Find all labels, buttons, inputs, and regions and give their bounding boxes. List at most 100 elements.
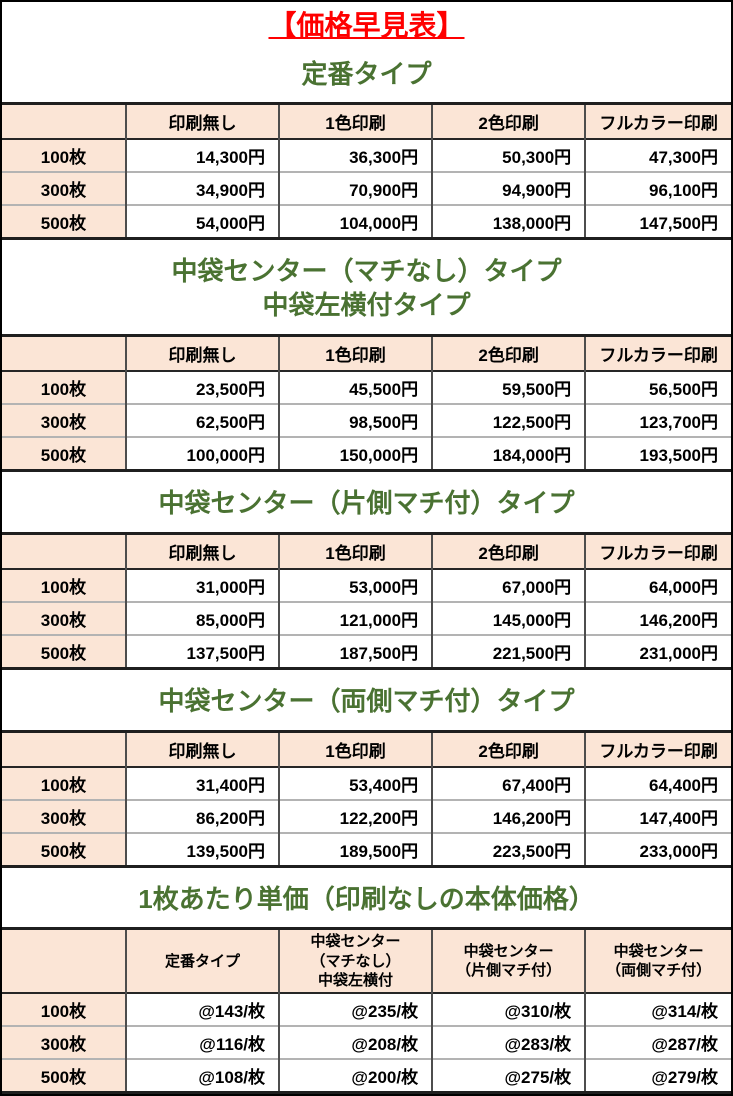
price-cell: 53,400円 bbox=[277, 766, 433, 800]
column-header: 1色印刷 bbox=[277, 533, 433, 569]
row-label: 300枚 bbox=[2, 601, 126, 635]
price-cell: 123,700円 bbox=[584, 403, 731, 437]
price-section: 定番タイプ印刷無し 1色印刷 2色印刷 フルカラー印刷 100枚 14,300円 36,30… bbox=[2, 58, 731, 241]
row-label: 500枚 bbox=[2, 832, 126, 867]
page-title: 【価格早見表】 bbox=[268, 10, 465, 41]
price-cell: 59,500円 bbox=[431, 370, 586, 404]
price-cell: @200/枚 bbox=[277, 1059, 433, 1093]
price-cell: @143/枚 bbox=[124, 993, 279, 1027]
row-label: 100枚 bbox=[2, 139, 126, 173]
price-table: 定番タイプ 中袋センター （マチなし） 中袋左横付 中袋センター （片側マチ付） 中袋… bbox=[2, 927, 731, 1095]
column-header: 印刷無し bbox=[124, 731, 279, 767]
column-header: フルカラー印刷 bbox=[584, 103, 731, 140]
price-cell: 138,000円 bbox=[431, 205, 586, 239]
price-table: 印刷無し 1色印刷 2色印刷 フルカラー印刷 100枚 31,000円 53,000円 67,… bbox=[2, 531, 731, 670]
column-header: 印刷無し bbox=[124, 533, 279, 569]
table-row: 500枚 54,000円 104,000円 138,000円 147,500円 bbox=[2, 205, 731, 239]
table-row: 100枚 @143/枚 @235/枚 @310/枚 @314/枚 bbox=[2, 993, 731, 1027]
section-title: 中袋センター（マチなし）タイプ 中袋左横付タイプ bbox=[171, 256, 562, 321]
column-header: 1色印刷 bbox=[277, 103, 433, 140]
row-label: 300枚 bbox=[2, 1026, 126, 1060]
header-row: 印刷無し 1色印刷 2色印刷 フルカラー印刷 bbox=[2, 533, 731, 569]
table-row: 500枚 137,500円 187,500円 221,500円 231,000円 bbox=[2, 634, 731, 669]
row-label: 300枚 bbox=[2, 799, 126, 833]
price-section: 1枚あたり単価（印刷なしの本体価格） 定番タイプ 中袋センター （マチなし） 中袋左… bbox=[2, 883, 731, 1095]
price-cell: 36,300円 bbox=[277, 139, 433, 173]
row-label: 300枚 bbox=[2, 172, 126, 206]
section-title: 定番タイプ bbox=[301, 58, 432, 89]
price-table: 印刷無し 1色印刷 2色印刷 フルカラー印刷 100枚 31,400円 53,400円 67,… bbox=[2, 729, 731, 868]
price-cell: 193,500円 bbox=[584, 436, 731, 471]
sections-container: 定番タイプ 印刷無し 1色印刷 2色印刷 フルカラー印刷 100枚 14,300円 36,30… bbox=[2, 58, 731, 1095]
price-cell: 150,000円 bbox=[277, 436, 433, 471]
price-section: 中袋センター（両側マチ付）タイプ印刷無し 1色印刷 2色印刷 フルカラー印刷 100枚 3… bbox=[2, 685, 731, 868]
price-table: 印刷無し 1色印刷 2色印刷 フルカラー印刷 100枚 23,500円 45,500円 59,… bbox=[2, 333, 731, 472]
price-cell: 189,500円 bbox=[277, 832, 433, 867]
price-cell: 221,500円 bbox=[431, 634, 586, 669]
price-cell: 139,500円 bbox=[124, 832, 279, 867]
price-cell: 121,000円 bbox=[277, 601, 433, 635]
table-row: 500枚 100,000円 150,000円 184,000円 193,500円 bbox=[2, 436, 731, 471]
price-cell: 70,900円 bbox=[277, 172, 433, 206]
header-row: 印刷無し 1色印刷 2色印刷 フルカラー印刷 bbox=[2, 335, 731, 371]
price-cell: 146,200円 bbox=[431, 799, 586, 833]
column-header: 2色印刷 bbox=[431, 103, 586, 140]
table-row: 100枚 31,400円 53,400円 67,400円 64,400円 bbox=[2, 766, 731, 800]
table-row: 300枚 @116/枚 @208/枚 @283/枚 @287/枚 bbox=[2, 1026, 731, 1060]
price-cell: 31,000円 bbox=[124, 568, 279, 602]
price-cell: 45,500円 bbox=[277, 370, 433, 404]
price-cell: 146,200円 bbox=[584, 601, 731, 635]
table-row: 500枚 @108/枚 @200/枚 @275/枚 @279/枚 bbox=[2, 1059, 731, 1093]
price-cell: 67,000円 bbox=[431, 568, 586, 602]
corner-cell bbox=[2, 335, 126, 371]
price-cell: 223,500円 bbox=[431, 832, 586, 867]
price-cell: @208/枚 bbox=[277, 1026, 433, 1060]
price-cell: 122,500円 bbox=[431, 403, 586, 437]
column-header: 中袋センター （マチなし） 中袋左横付 bbox=[277, 928, 433, 994]
price-cell: @314/枚 bbox=[584, 993, 731, 1027]
row-label: 300枚 bbox=[2, 403, 126, 437]
section-title: 中袋センター（両側マチ付）タイプ bbox=[158, 685, 575, 716]
column-header: 2色印刷 bbox=[431, 335, 586, 371]
row-label: 100枚 bbox=[2, 568, 126, 602]
price-cell: 67,400円 bbox=[431, 766, 586, 800]
price-cell: @287/枚 bbox=[584, 1026, 731, 1060]
price-cell: 54,000円 bbox=[124, 205, 279, 239]
price-cell: 98,500円 bbox=[277, 403, 433, 437]
corner-cell bbox=[2, 731, 126, 767]
price-cell: @283/枚 bbox=[431, 1026, 586, 1060]
price-section: 中袋センター（片側マチ付）タイプ 印刷無し 1色印刷 2色印刷 フルカラー印刷 100枚 3… bbox=[2, 487, 731, 670]
table-row: 300枚 34,900円 70,900円 94,900円 96,100円 bbox=[2, 172, 731, 206]
price-cell: 137,500円 bbox=[124, 634, 279, 669]
table-row: 300枚 85,000円 121,000円 145,000円 146,200円 bbox=[2, 601, 731, 635]
price-cell: 86,200円 bbox=[124, 799, 279, 833]
row-label: 500枚 bbox=[2, 436, 126, 471]
column-header: 1色印刷 bbox=[277, 731, 433, 767]
table-row: 300枚 62,500円 98,500円 122,500円 123,700円 bbox=[2, 403, 731, 437]
table-row: 100枚 14,300円 36,300円 50,300円 47,300円 bbox=[2, 139, 731, 173]
price-cell: 23,500円 bbox=[124, 370, 279, 404]
price-cell: @275/枚 bbox=[431, 1059, 586, 1093]
price-cell: 145,000円 bbox=[431, 601, 586, 635]
price-cell: @310/枚 bbox=[431, 993, 586, 1027]
price-cell: 187,500円 bbox=[277, 634, 433, 669]
row-label: 500枚 bbox=[2, 205, 126, 239]
price-cell: 85,000円 bbox=[124, 601, 279, 635]
header-row: 印刷無し 1色印刷 2色印刷 フルカラー印刷 bbox=[2, 103, 731, 140]
column-header: 印刷無し bbox=[124, 335, 279, 371]
price-cell: 50,300円 bbox=[431, 139, 586, 173]
table-row: 300枚 86,200円 122,200円 146,200円 147,400円 bbox=[2, 799, 731, 833]
price-cell: 96,100円 bbox=[584, 172, 731, 206]
price-cell: 31,400円 bbox=[124, 766, 279, 800]
header-row: 定番タイプ 中袋センター （マチなし） 中袋左横付 中袋センター （片側マチ付） 中袋… bbox=[2, 928, 731, 994]
corner-cell bbox=[2, 928, 126, 994]
price-cell: 147,500円 bbox=[584, 205, 731, 239]
price-table: 印刷無し 1色印刷 2色印刷 フルカラー印刷 100枚 14,300円 36,300円 50,… bbox=[2, 102, 731, 241]
row-label: 100枚 bbox=[2, 766, 126, 800]
corner-cell bbox=[2, 103, 126, 140]
row-label: 500枚 bbox=[2, 1059, 126, 1093]
price-cell: @279/枚 bbox=[584, 1059, 731, 1093]
price-cell: 14,300円 bbox=[124, 139, 279, 173]
price-cell: @235/枚 bbox=[277, 993, 433, 1027]
price-cell: 147,400円 bbox=[584, 799, 731, 833]
